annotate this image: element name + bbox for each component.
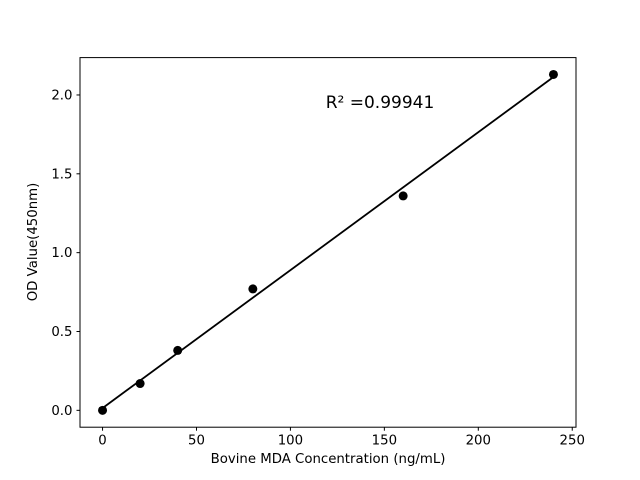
data-point	[548, 69, 558, 79]
x-axis-label: Bovine MDA Concentration (ng/mL)	[210, 452, 446, 467]
data-point	[173, 345, 183, 355]
y-axis-label: OD Value(450nm)	[26, 182, 42, 302]
data-point	[398, 191, 408, 201]
x-tick-label: 0	[98, 434, 106, 449]
y-tick-label: 1.0	[51, 246, 72, 261]
fit-line	[102, 76, 554, 409]
y-tick-label: 0.5	[51, 325, 72, 340]
x-tick-label: 150	[372, 434, 397, 449]
y-tick-label: 1.5	[51, 167, 72, 182]
data-point	[98, 405, 108, 415]
data-point	[248, 284, 258, 294]
y-tick-label: 0.0	[51, 404, 72, 419]
plot-border	[79, 57, 577, 428]
x-tick-label: 50	[188, 434, 205, 449]
x-tick-label: 100	[278, 434, 303, 449]
r-squared-annotation: R² =0.99941	[325, 93, 435, 113]
x-tick-label: 250	[560, 434, 585, 449]
x-tick-label: 200	[466, 434, 491, 449]
data-point	[135, 379, 145, 389]
y-tick-label: 2.0	[51, 88, 72, 103]
